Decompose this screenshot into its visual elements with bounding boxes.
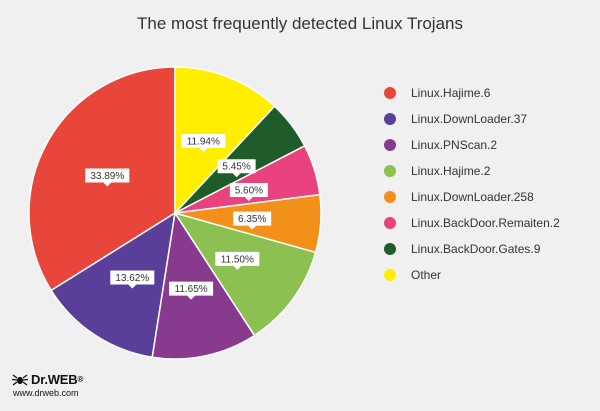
legend-item: Linux.Hajime.6 xyxy=(384,80,560,106)
legend-item: Linux.BackDoor.Remaiten.2 xyxy=(384,210,560,236)
logo-name: Dr.WEB xyxy=(31,372,78,387)
slice-data-label: 6.35% xyxy=(233,211,272,230)
svg-text:5.45%: 5.45% xyxy=(222,162,250,173)
legend-item: Linux.Hajime.2 xyxy=(384,158,560,184)
slice-data-label: 11.65% xyxy=(169,281,214,300)
svg-text:33.89%: 33.89% xyxy=(90,171,124,182)
svg-text:6.35%: 6.35% xyxy=(238,214,266,225)
spider-icon xyxy=(12,373,28,386)
legend-label: Linux.BackDoor.Gates.9 xyxy=(411,242,541,256)
svg-text:5.60%: 5.60% xyxy=(235,186,263,197)
svg-text:11.94%: 11.94% xyxy=(187,137,220,148)
legend-label: Linux.DownLoader.258 xyxy=(411,190,534,204)
legend-marker xyxy=(384,87,396,99)
chart-title: The most frequently detected Linux Troja… xyxy=(136,14,463,33)
slice-data-label: 11.94% xyxy=(181,134,226,153)
legend-item: Linux.DownLoader.37 xyxy=(384,106,560,132)
legend-item: Linux.BackDoor.Gates.9 xyxy=(384,236,560,262)
legend-marker xyxy=(384,191,396,203)
chart-legend: Linux.Hajime.6 Linux.DownLoader.37 Linux… xyxy=(384,80,560,288)
logo-registered-mark: ® xyxy=(77,375,84,384)
logo-url: www.drweb.com xyxy=(13,388,79,398)
drweb-logo: Dr.WEB ® www.drweb.com xyxy=(12,372,83,398)
legend-label: Linux.Hajime.2 xyxy=(411,164,491,178)
legend-label: Other xyxy=(411,268,442,282)
slice-data-label: 13.62% xyxy=(110,270,155,289)
legend-marker xyxy=(384,165,396,177)
svg-text:13.62%: 13.62% xyxy=(115,273,149,284)
slice-data-label: 5.60% xyxy=(229,182,268,201)
svg-text:11.50%: 11.50% xyxy=(221,254,254,265)
slice-data-label: 5.45% xyxy=(217,159,256,178)
legend-item: Linux.PNScan.2 xyxy=(384,132,560,158)
legend-marker xyxy=(384,217,396,229)
pie-slice xyxy=(50,211,176,359)
legend-item: Other xyxy=(384,262,560,288)
legend-marker xyxy=(384,269,396,281)
legend-label: Linux.Hajime.6 xyxy=(411,86,491,100)
pie-slice xyxy=(173,211,317,337)
legend-label: Linux.PNScan.2 xyxy=(411,138,498,152)
legend-label: Linux.DownLoader.37 xyxy=(411,112,528,126)
slice-data-label: 33.89% xyxy=(85,168,130,187)
legend-label: Linux.BackDoor.Remaiten.2 xyxy=(411,216,560,230)
legend-marker xyxy=(384,243,396,255)
legend-marker xyxy=(384,139,396,151)
legend-item: Linux.DownLoader.258 xyxy=(384,184,560,210)
svg-text:11.65%: 11.65% xyxy=(175,284,208,295)
legend-marker xyxy=(384,113,396,125)
slice-data-label: 11.50% xyxy=(215,251,260,270)
